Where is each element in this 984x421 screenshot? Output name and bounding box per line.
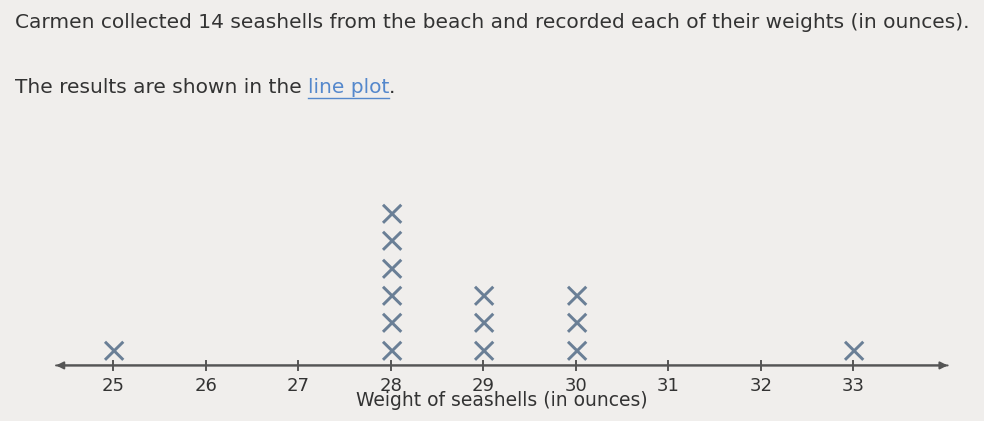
Text: 28: 28 <box>380 377 402 395</box>
Text: 32: 32 <box>750 377 772 395</box>
Text: 26: 26 <box>195 377 217 395</box>
Text: ×: × <box>376 280 406 314</box>
Text: ×: × <box>376 253 406 287</box>
Text: ×: × <box>98 335 129 369</box>
Text: ×: × <box>561 280 591 314</box>
Text: ×: × <box>561 335 591 369</box>
Text: 31: 31 <box>657 377 680 395</box>
Text: ×: × <box>376 225 406 259</box>
Text: 33: 33 <box>842 377 865 395</box>
Text: .: . <box>390 78 396 97</box>
Text: The results are shown in the: The results are shown in the <box>15 78 308 97</box>
Text: Weight of seashells (in ounces): Weight of seashells (in ounces) <box>356 392 647 410</box>
Text: ×: × <box>376 307 406 341</box>
Text: 30: 30 <box>565 377 587 395</box>
Text: ×: × <box>376 335 406 369</box>
Text: ×: × <box>468 280 499 314</box>
Text: ×: × <box>376 198 406 232</box>
Text: ×: × <box>468 335 499 369</box>
Text: 29: 29 <box>472 377 495 395</box>
Text: ×: × <box>561 307 591 341</box>
Text: ×: × <box>468 307 499 341</box>
Text: line plot: line plot <box>308 78 390 97</box>
Text: 25: 25 <box>102 377 125 395</box>
Text: Carmen collected 14 seashells from the beach and recorded each of their weights : Carmen collected 14 seashells from the b… <box>15 13 969 32</box>
Text: ×: × <box>838 335 869 369</box>
Text: 27: 27 <box>287 377 310 395</box>
